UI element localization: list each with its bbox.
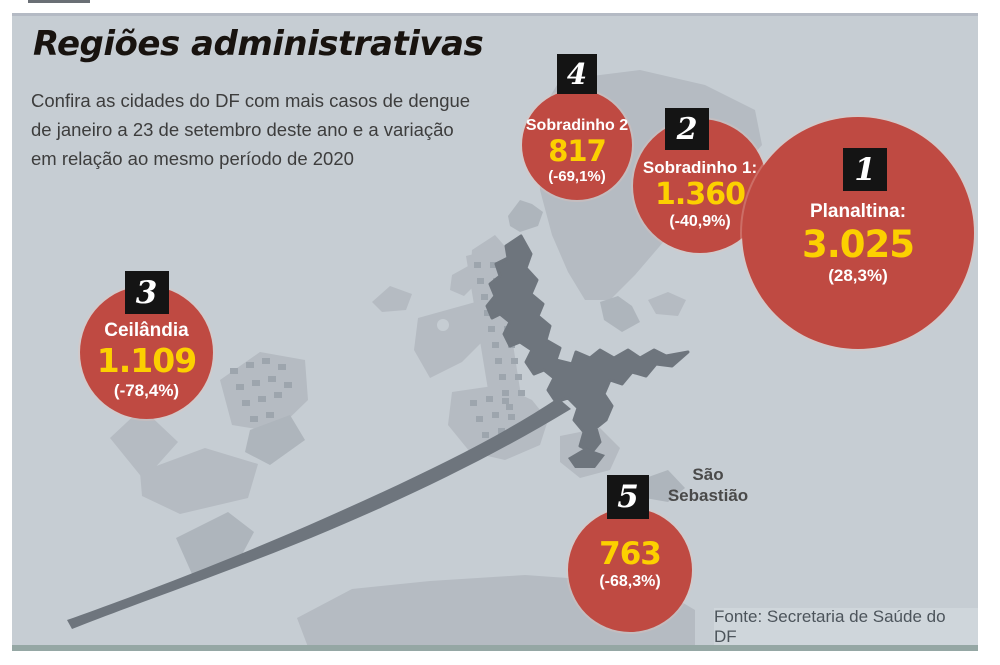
region-name: Ceilândia bbox=[104, 320, 189, 341]
cases-value: 763 bbox=[599, 536, 662, 572]
rank-badge: 3 bbox=[124, 271, 169, 314]
urban-texture-blocks bbox=[230, 262, 525, 438]
bubble-planaltina: 1 Planaltina: 3.025 (28,3%) bbox=[742, 117, 974, 349]
top-edge-dash bbox=[28, 0, 90, 3]
region-name-sao-sebastiao: São Sebastião bbox=[667, 465, 749, 505]
rank-badge: 5 bbox=[607, 475, 649, 519]
bottom-border-line bbox=[12, 645, 978, 651]
rank-badge: 4 bbox=[557, 54, 597, 94]
page-subtitle: Confira as cidades do DF com mais casos … bbox=[31, 90, 471, 169]
lake-paranoa-shape bbox=[485, 234, 690, 454]
region-name: Sobradinho 2 bbox=[525, 117, 629, 134]
bubble-ceilandia: 3 Ceilândia 1.109 (-78,4%) bbox=[80, 271, 213, 419]
cases-value: 817 bbox=[548, 134, 607, 169]
bubble-sobradinho-2: 4 Sobradinho 2 817 (-69,1%) bbox=[522, 54, 632, 200]
cases-value: 1.109 bbox=[96, 340, 197, 380]
region-name: Sobradinho 1: bbox=[642, 158, 758, 177]
variation-value: (-69,1%) bbox=[548, 167, 606, 185]
sw-water-strip bbox=[67, 398, 605, 629]
rank-number: 3 bbox=[135, 274, 158, 311]
variation-value: (-78,4%) bbox=[113, 380, 180, 400]
rank-number: 1 bbox=[854, 151, 876, 188]
cases-value: 3.025 bbox=[801, 222, 915, 266]
source-strip: Fonte: Secretaria de Saúde do DF bbox=[714, 606, 978, 646]
rank-number: 4 bbox=[566, 57, 588, 91]
rank-badge: 2 bbox=[665, 108, 709, 150]
region-name: Planaltina: bbox=[809, 201, 907, 222]
rank-number: 5 bbox=[617, 479, 639, 515]
page-title: Regiões administrativas bbox=[33, 24, 484, 64]
source-text: Fonte: Secretaria de Saúde do DF bbox=[714, 606, 946, 646]
variation-value: (-40,9%) bbox=[669, 212, 731, 230]
variation-value: (28,3%) bbox=[828, 266, 888, 286]
rank-badge: 1 bbox=[843, 148, 887, 191]
cases-value: 1.360 bbox=[655, 177, 746, 213]
variation-value: (-68,3%) bbox=[599, 572, 661, 590]
bubble-sao-sebastiao: 5 763 (-68,3%) bbox=[568, 475, 692, 632]
rank-number: 2 bbox=[676, 111, 698, 147]
